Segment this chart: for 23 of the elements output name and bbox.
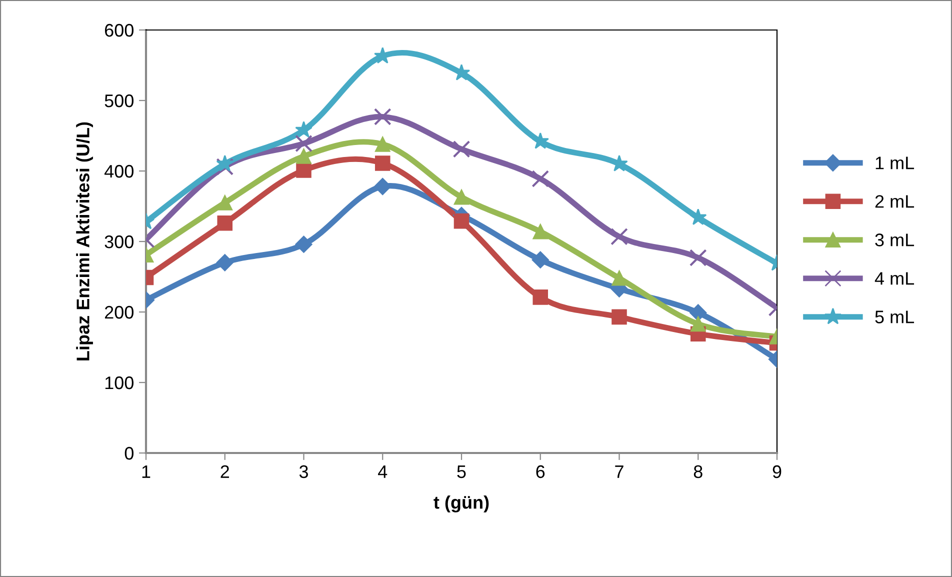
legend-label: 4 mL	[874, 272, 914, 285]
y-tick-label: 400	[104, 164, 134, 178]
y-tick-label: 200	[104, 306, 134, 319]
legend-label: 1 mL	[876, 156, 914, 170]
x-tick-label: 5	[457, 465, 466, 478]
legend-label: 5 mL	[875, 310, 914, 324]
y-tick-label: 500	[104, 94, 134, 108]
y-axis-title: Lipaz Enzimi Aktivitesi (U/L)	[76, 122, 93, 360]
legend-label: 2 mL	[875, 195, 914, 208]
x-axis-title: t (gün)	[434, 496, 489, 512]
y-tick-label: 100	[105, 376, 134, 390]
x-tick-label: 1	[142, 465, 150, 478]
legend-label: 3 mL	[875, 234, 914, 246]
x-tick-label: 8	[694, 465, 702, 478]
y-tick-label: 300	[104, 235, 134, 248]
x-tick-label: 2	[220, 465, 229, 478]
x-tick-label: 6	[536, 465, 545, 478]
x-tick-label: 7	[615, 465, 624, 478]
x-tick-label: 4	[378, 465, 388, 478]
y-tick-label: 600	[104, 24, 134, 37]
y-tick-label: 0	[124, 446, 134, 460]
x-tick-label: 3	[299, 465, 308, 478]
x-tick-label: 9	[772, 465, 782, 478]
